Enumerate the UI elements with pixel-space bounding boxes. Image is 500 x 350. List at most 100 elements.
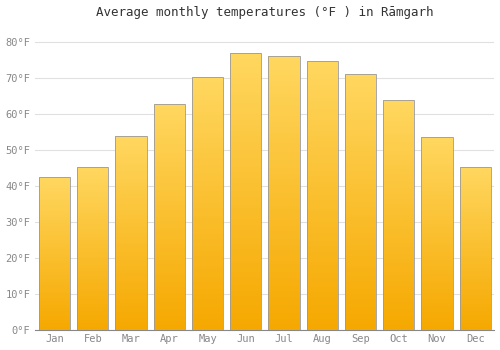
Bar [116, 214, 146, 216]
Bar [154, 289, 185, 291]
Bar [230, 175, 262, 178]
Bar [116, 206, 146, 208]
Bar [422, 302, 452, 304]
Bar [268, 111, 300, 113]
Bar [268, 245, 300, 247]
Bar [268, 212, 300, 215]
Bar [422, 185, 452, 187]
Bar [345, 192, 376, 194]
Bar [345, 128, 376, 131]
Bar [383, 188, 414, 190]
Bar [460, 307, 491, 308]
Bar [116, 235, 146, 237]
Bar [116, 281, 146, 283]
Bar [460, 246, 491, 248]
Bar [39, 317, 70, 319]
Bar [77, 250, 108, 252]
Bar [306, 101, 338, 104]
Bar [39, 190, 70, 191]
Bar [345, 284, 376, 286]
Bar [154, 246, 185, 248]
Bar [422, 145, 452, 146]
Bar [154, 268, 185, 271]
Bar [383, 265, 414, 268]
Bar [268, 138, 300, 141]
Bar [39, 327, 70, 328]
Bar [460, 241, 491, 243]
Bar [154, 280, 185, 282]
Bar [39, 313, 70, 314]
Bar [39, 255, 70, 257]
Bar [306, 166, 338, 168]
Bar [39, 249, 70, 251]
Bar [345, 299, 376, 301]
Bar [422, 183, 452, 185]
Bar [77, 197, 108, 198]
Bar [230, 313, 262, 316]
Bar [192, 256, 223, 259]
Bar [230, 233, 262, 236]
Bar [116, 159, 146, 161]
Bar [77, 216, 108, 218]
Bar [460, 178, 491, 180]
Bar [192, 302, 223, 304]
Bar [154, 255, 185, 257]
Bar [345, 266, 376, 268]
Bar [77, 175, 108, 177]
Bar [116, 240, 146, 243]
Bar [345, 100, 376, 102]
Bar [192, 181, 223, 183]
Bar [268, 141, 300, 144]
Bar [345, 307, 376, 309]
Bar [77, 318, 108, 320]
Bar [154, 142, 185, 145]
Bar [154, 230, 185, 232]
Bar [154, 325, 185, 327]
Bar [383, 219, 414, 222]
Bar [192, 239, 223, 241]
Bar [230, 98, 262, 100]
Bar [39, 298, 70, 299]
Bar [77, 328, 108, 330]
Bar [422, 326, 452, 328]
Bar [154, 321, 185, 323]
Bar [383, 325, 414, 327]
Bar [306, 257, 338, 260]
Bar [154, 124, 185, 126]
Bar [116, 289, 146, 291]
Bar [422, 279, 452, 281]
Bar [460, 191, 491, 193]
Bar [345, 291, 376, 294]
Bar [268, 258, 300, 261]
Bar [268, 318, 300, 321]
Bar [39, 218, 70, 220]
Bar [192, 292, 223, 294]
Bar [39, 209, 70, 211]
Bar [383, 272, 414, 275]
Bar [77, 237, 108, 239]
Bar [116, 328, 146, 330]
Bar [192, 168, 223, 170]
Bar [306, 303, 338, 305]
Bar [460, 201, 491, 203]
Bar [39, 282, 70, 284]
Bar [345, 110, 376, 113]
Bar [268, 204, 300, 206]
Bar [154, 156, 185, 158]
Bar [345, 289, 376, 291]
Bar [422, 160, 452, 162]
Bar [383, 210, 414, 213]
Bar [383, 252, 414, 254]
Bar [306, 281, 338, 284]
Bar [116, 243, 146, 244]
Bar [39, 238, 70, 240]
Bar [192, 236, 223, 239]
Bar [154, 223, 185, 226]
Bar [192, 95, 223, 97]
Bar [154, 104, 185, 330]
Bar [383, 130, 414, 133]
Bar [116, 144, 146, 146]
Bar [345, 77, 376, 79]
Bar [345, 304, 376, 307]
Bar [77, 266, 108, 268]
